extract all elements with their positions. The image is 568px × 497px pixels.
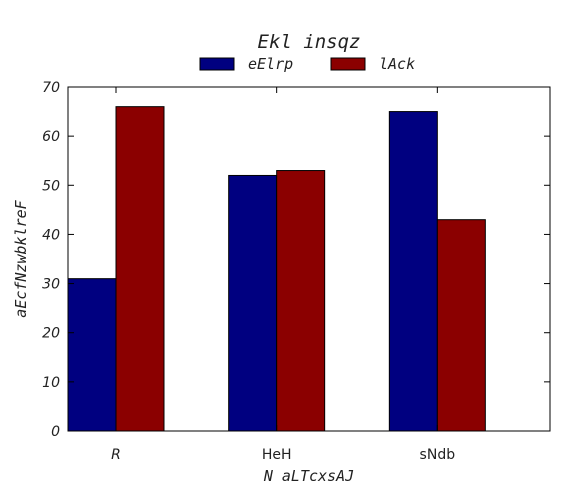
legend: eElrp lAck [199, 55, 415, 73]
y-tick-label-60: 60 [42, 129, 60, 145]
chart-title: Ekl insqz [258, 31, 361, 53]
x-axis-label: N aLTcxsAJ [263, 467, 354, 485]
bar-HeH-eElrp [228, 174, 278, 432]
legend-swatch-lAck [330, 57, 366, 71]
y-tick-label-50: 50 [42, 178, 60, 194]
legend-swatch-eElrp [199, 57, 235, 71]
y-tick-label-0: 0 [51, 424, 60, 440]
y-tick-label-70: 70 [42, 80, 60, 96]
y-tick-label-20: 20 [42, 326, 60, 342]
bar-R-eElrp [67, 278, 117, 432]
legend-label-lAck: lAck [379, 55, 415, 73]
bars-group [67, 106, 486, 432]
y-axis-label: aEcfNzwbklreF [12, 199, 30, 317]
x-tick-label-R: R [111, 447, 121, 463]
bar-HeH-lAck [276, 170, 326, 432]
y-tick-label-30: 30 [42, 277, 60, 293]
y-tick-label-10: 10 [42, 375, 60, 391]
x-tick-label-sNdb: sNdb [420, 447, 456, 463]
bar-R-lAck [115, 106, 165, 432]
legend-label-eElrp: eElrp [248, 55, 293, 73]
y-tick-label-40: 40 [42, 227, 60, 243]
bar-sNdb-lAck [436, 219, 486, 432]
bar-sNdb-eElrp [388, 111, 438, 432]
plot-frame [67, 86, 551, 432]
axes-group: 0 10 20 30 40 50 60 70 R HeH sNdb [42, 80, 551, 463]
x-tick-label-HeH: HeH [262, 447, 292, 463]
